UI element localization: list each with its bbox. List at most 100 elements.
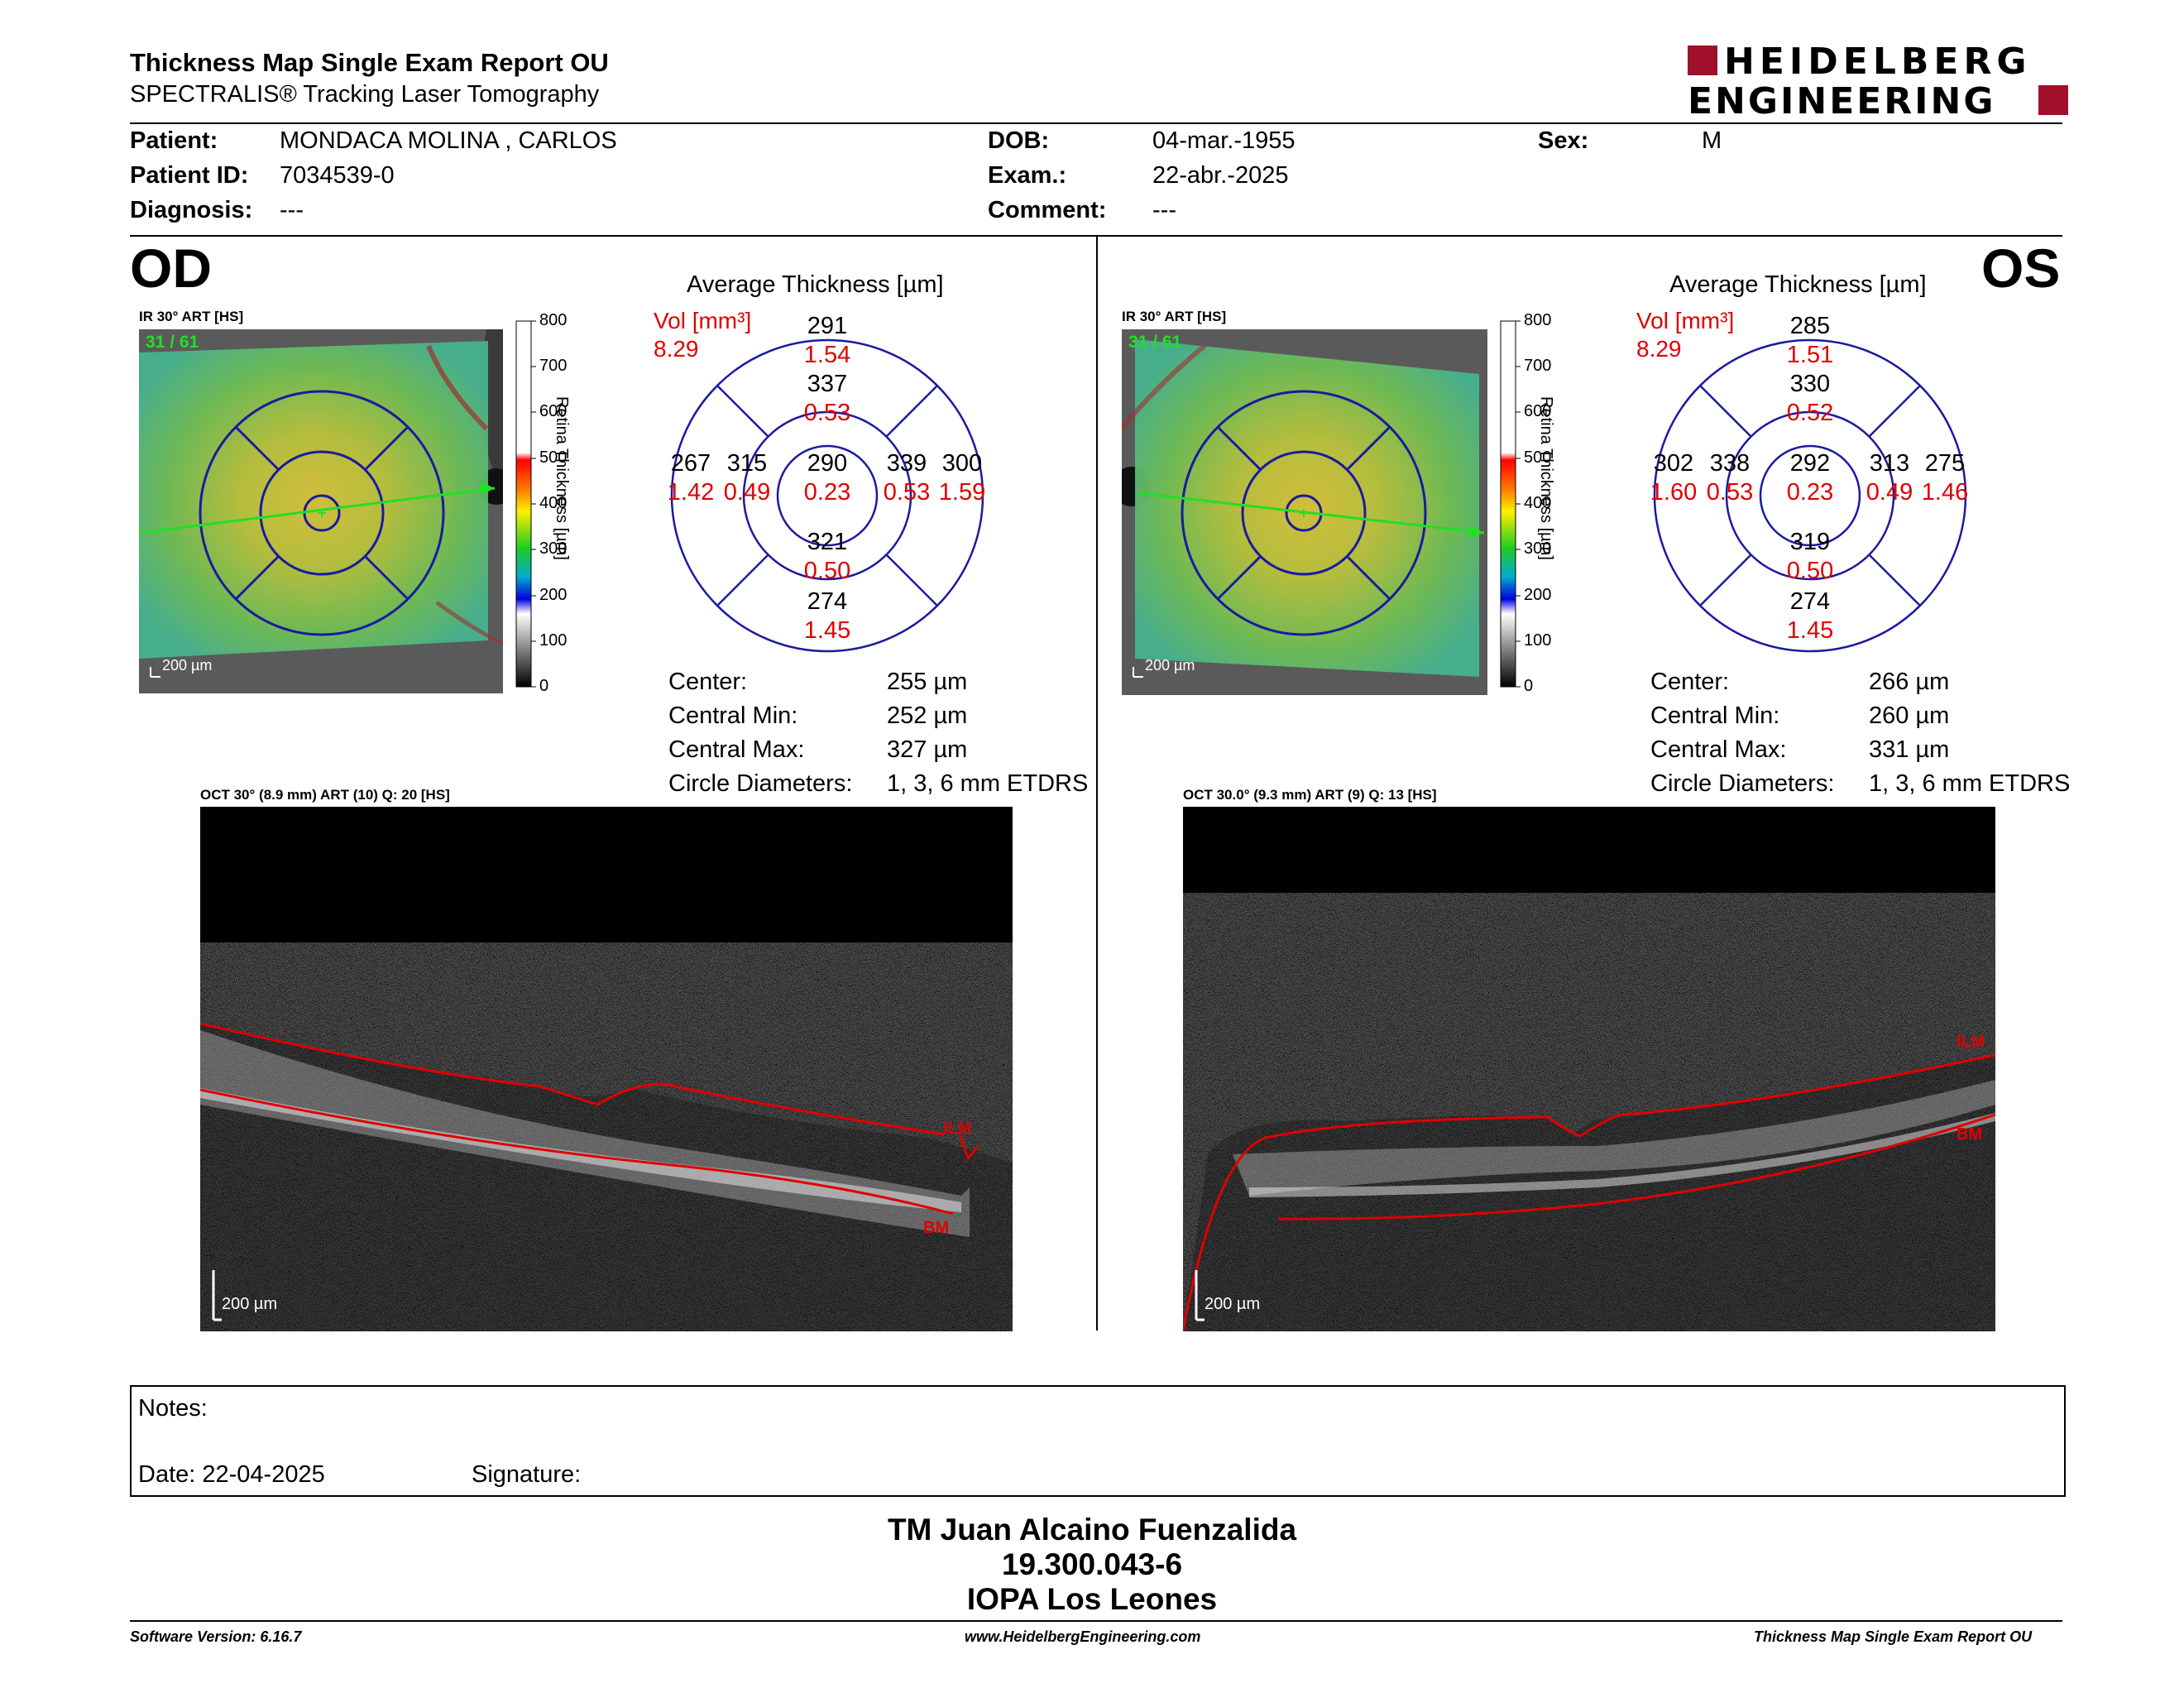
os-center-label: Center: — [1650, 669, 1730, 695]
os-center-volume: 0.23 — [1786, 479, 1834, 506]
od-inner-left-volume: 0.49 — [723, 479, 771, 506]
od-center-volume: 0.23 — [803, 479, 851, 506]
os-center-value: 266 µm — [1869, 669, 1950, 695]
os-ir-label: IR 30° ART [HS] — [1122, 309, 1227, 324]
os-colorbar: 800 700 600 500 400 300 200 100 0 Retina… — [1491, 311, 1582, 695]
od-fundus-map: 31 / 61 200 µm — [138, 329, 515, 693]
os-inner-inf-volume: 0.50 — [1786, 558, 1834, 584]
os-colorbar-tick: 300 — [1524, 539, 1552, 558]
os-max-value: 331 µm — [1869, 736, 1950, 763]
dob-value: 04-mar.-1955 — [1152, 127, 1296, 154]
diagnosis-label: Diagnosis: — [130, 197, 253, 223]
od-frame-count: 31 / 61 — [146, 333, 199, 352]
os-inner-left-volume: 0.53 — [1706, 479, 1754, 506]
os-oct-scale: 200 µm — [1205, 1295, 1261, 1313]
od-avg-title: Average Thickness [µm] — [687, 271, 944, 298]
os-outer-inf-volume: 1.45 — [1786, 617, 1834, 644]
od-outer-inf-thickness: 274 — [807, 588, 848, 615]
os-ilm-label: ILM — [1956, 1033, 1985, 1051]
od-etdrs-grid: Average Thickness [µm] Vol [mm³] 8.29 29… — [645, 266, 1018, 655]
os-inner-right-volume: 0.49 — [1866, 479, 1913, 506]
os-colorbar-tick: 500 — [1524, 448, 1552, 467]
os-min-value: 260 µm — [1869, 703, 1950, 729]
os-max-label: Central Max: — [1650, 736, 1787, 763]
od-bm-label: BM — [923, 1219, 950, 1237]
od-eye-label: OD — [130, 237, 212, 299]
od-oct-scale: 200 µm — [222, 1295, 278, 1313]
od-oct-scan: ILM BM 200 µm — [200, 807, 1013, 1331]
od-outer-inf-volume: 1.45 — [803, 617, 851, 644]
os-etdrs-grid: Average Thickness [µm] Vol [mm³] 8.29 28… — [1628, 266, 2000, 655]
dob-label: DOB: — [988, 127, 1050, 154]
od-inner-inf-volume: 0.50 — [803, 558, 851, 584]
os-inner-right-thickness: 313 — [1869, 450, 1910, 477]
os-colorbar-tick: 0 — [1524, 677, 1534, 695]
os-eye-label: OS — [1981, 237, 2061, 299]
os-map-scale: 200 µm — [1145, 657, 1195, 674]
exam-value: 22-abr.-2025 — [1152, 162, 1289, 189]
od-min-value: 252 µm — [887, 703, 968, 729]
os-outer-inf-thickness: 274 — [1789, 588, 1831, 615]
patient-id: 7034539-0 — [280, 162, 395, 189]
os-colorbar-tick: 800 — [1524, 311, 1552, 329]
logo-text-top: HEIDELBERG — [1724, 41, 2032, 83]
os-outer-sup-volume: 1.51 — [1786, 342, 1834, 368]
comment-value: --- — [1152, 197, 1176, 223]
os-inner-sup-thickness: 330 — [1789, 371, 1831, 397]
os-colorbar-tick: 400 — [1524, 494, 1552, 512]
od-outer-sup-thickness: 291 — [807, 313, 848, 339]
od-colorbar-tick: 200 — [539, 586, 568, 604]
od-inner-left-thickness: 315 — [726, 450, 768, 477]
os-inner-inf-thickness: 319 — [1789, 529, 1831, 555]
notes-label: Notes: — [138, 1395, 208, 1422]
od-vol-value: 8.29 — [654, 336, 699, 362]
website-link[interactable]: www.HeidelbergEngineering.com — [965, 1628, 1201, 1645]
os-fundus-map: 31 / 61 200 µm — [1112, 329, 1487, 695]
notes-signature-label: Signature: — [472, 1461, 582, 1488]
os-stats: Center: 266 µm Central Min: 260 µm Centr… — [1650, 669, 2114, 809]
os-frame-count: 31 / 61 — [1128, 333, 1182, 352]
os-outer-right-thickness: 275 — [1924, 450, 1966, 477]
od-outer-right-thickness: 300 — [941, 450, 983, 477]
patient-label: Patient: — [130, 127, 218, 154]
od-stats: Center: 255 µm Central Min: 252 µm Centr… — [668, 669, 1099, 809]
os-oct-label: OCT 30.0° (9.3 mm) ART (9) Q: 13 [HS] — [1183, 787, 1437, 803]
od-outer-left-thickness: 267 — [670, 450, 711, 477]
notes-date: Date: 22-04-2025 — [138, 1461, 325, 1488]
report-subtitle: SPECTRALIS® Tracking Laser Tomography — [130, 81, 600, 108]
sex-label: Sex: — [1538, 127, 1589, 154]
od-max-label: Central Max: — [668, 736, 805, 763]
os-avg-title: Average Thickness [µm] — [1669, 271, 1927, 298]
os-min-label: Central Min: — [1650, 703, 1780, 729]
od-colorbar: 800 700 600 500 400 300 200 100 0 Retina… — [506, 311, 597, 695]
od-diam-value: 1, 3, 6 mm ETDRS — [887, 770, 1089, 797]
od-inner-right-volume: 0.53 — [883, 479, 931, 506]
os-outer-left-thickness: 302 — [1653, 450, 1694, 477]
od-outer-right-volume: 1.59 — [938, 479, 986, 506]
exam-label: Exam.: — [988, 162, 1067, 189]
os-oct-scan: ILM BM 200 µm — [1183, 807, 1995, 1331]
os-center-thickness: 292 — [1789, 450, 1831, 477]
od-ir-label: IR 30° ART [HS] — [139, 309, 244, 324]
od-oct-label: OCT 30° (8.9 mm) ART (10) Q: 20 [HS] — [200, 787, 450, 803]
od-max-value: 327 µm — [887, 736, 968, 763]
patient-id-label: Patient ID: — [130, 162, 249, 189]
od-colorbar-tick: 300 — [539, 539, 568, 558]
report-title: Thickness Map Single Exam Report OU — [130, 48, 609, 77]
od-colorbar-tick: 0 — [539, 677, 549, 695]
os-outer-sup-thickness: 285 — [1789, 313, 1831, 339]
od-colorbar-tick: 400 — [539, 494, 568, 512]
od-colorbar-tick: 800 — [539, 311, 568, 329]
heidelberg-logo: HEIDELBERG ENGINEERING — [1688, 41, 2068, 122]
os-colorbar-tick: 200 — [1524, 586, 1552, 604]
os-colorbar-axis-label: Retina Thickness [µm] — [1537, 396, 1555, 560]
os-colorbar-tick: 600 — [1524, 402, 1552, 420]
od-center-value: 255 µm — [887, 669, 968, 695]
patient-name: MONDACA MOLINA , CARLOS — [280, 127, 617, 154]
os-colorbar-tick: 100 — [1524, 631, 1552, 650]
os-vol-value: 8.29 — [1636, 336, 1682, 362]
od-inner-sup-thickness: 337 — [807, 371, 848, 397]
od-inner-right-thickness: 339 — [886, 450, 927, 477]
od-center-label: Center: — [668, 669, 748, 695]
software-version: Software Version: 6.16.7 — [130, 1628, 302, 1645]
